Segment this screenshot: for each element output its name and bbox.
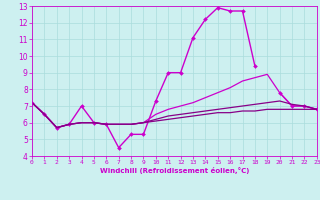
X-axis label: Windchill (Refroidissement éolien,°C): Windchill (Refroidissement éolien,°C) — [100, 167, 249, 174]
